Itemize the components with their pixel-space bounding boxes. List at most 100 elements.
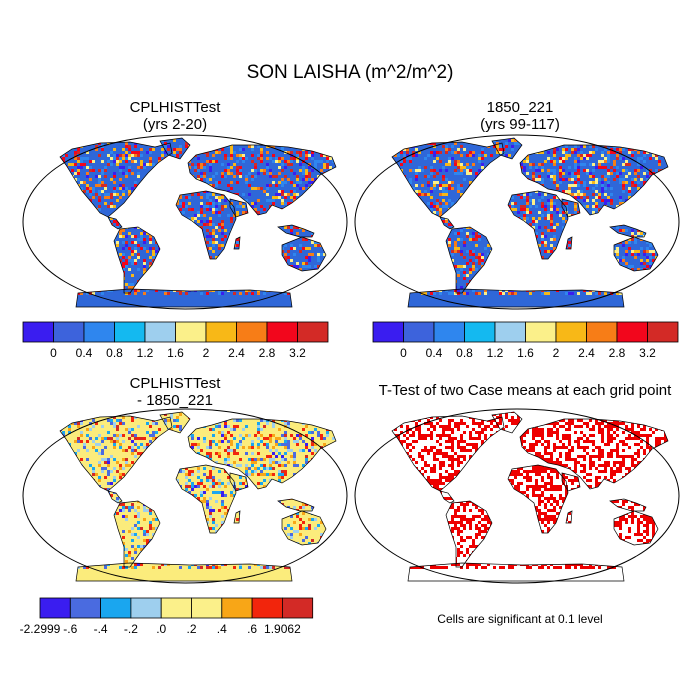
coastline-south-america (113, 500, 161, 568)
colorbar-tick-label: 1.6 (517, 346, 534, 360)
map-panel-1 (22, 134, 348, 310)
colorbar-swatch (221, 597, 253, 619)
coastline-antarctica (407, 562, 625, 582)
colorbar-tick-label: -.6 (63, 622, 77, 636)
coastline-madagascar (565, 510, 573, 524)
coastline-central-america (439, 490, 455, 504)
colorbar-panel-2: 0 0.4 0.8 1.2 1.6 2 2.4 2.8 3.2 (372, 321, 679, 360)
colorbar-tick-label: .0 (156, 622, 166, 636)
coastline-eurasia (187, 144, 337, 216)
coastline-eurasia (187, 418, 337, 490)
map-border (354, 134, 680, 310)
colorbar-tick-label: 2.4 (578, 346, 595, 360)
coastline-australia (281, 510, 327, 546)
coastline-africa (507, 464, 569, 534)
panel-1-title: CPLHISTTest (yrs 2-20) (60, 99, 290, 133)
coastline-africa (175, 190, 237, 260)
coastline-arabia (229, 198, 249, 218)
map-border (22, 134, 348, 310)
coastline-north-america (59, 415, 173, 492)
colorbar-tick-label: -2.2999 (20, 622, 61, 636)
colorbar-tick-label: 3.2 (639, 346, 656, 360)
colorbar-tick-label: .4 (217, 622, 227, 636)
colorbar-tick-label: 1.9062 (264, 622, 301, 636)
colorbar-swatch (464, 321, 496, 343)
significance-footnote: Cells are significant at 0.1 level (437, 612, 603, 626)
panel-2-title-line1: 1850_221 (486, 99, 554, 116)
map-panel-4 (354, 408, 680, 584)
colorbar-tick-label: 0 (400, 346, 407, 360)
coastline-antarctica (75, 562, 293, 582)
main-title: SON LAISHA (m^2/m^2) (246, 62, 454, 83)
coastline-indonesia (609, 498, 647, 512)
colorbar-tick-label: 2 (203, 346, 210, 360)
panel-3-title-line1: CPLHISTTest (129, 375, 221, 392)
panel-1-title-line2: (yrs 2-20) (142, 116, 208, 133)
coastline-indonesia (277, 224, 315, 238)
coastline-africa (507, 190, 569, 260)
colorbar-swatch (205, 321, 237, 343)
colorbar-tick-label: 1.2 (487, 346, 504, 360)
coastline-greenland (491, 137, 523, 160)
coastline-eurasia (519, 144, 669, 216)
coastline-madagascar (565, 236, 573, 250)
colorbar-swatch (494, 321, 526, 343)
colorbar-tick-label: 0.4 (426, 346, 443, 360)
colorbar-tick-label: 0.8 (106, 346, 123, 360)
colorbar-tick-label: -.2 (124, 622, 138, 636)
map-panel-3 (22, 408, 348, 584)
colorbar-swatch (647, 321, 679, 343)
panel-3-title: CPLHISTTest - 1850_221 (60, 375, 290, 409)
colorbar-swatch (53, 321, 85, 343)
colorbar-tick-label: 0 (50, 346, 57, 360)
coastline-north-america (59, 141, 173, 218)
coastline-indonesia (277, 498, 315, 512)
coastline-africa (175, 464, 237, 534)
colorbar-tick-label: -.4 (94, 622, 108, 636)
coastline-central-america (107, 216, 123, 230)
coastline-australia (281, 236, 327, 272)
colorbar-swatch (69, 597, 101, 619)
panel-4-title-line1: T-Test of two Case means at each grid po… (378, 382, 672, 399)
colorbar-swatch (175, 321, 207, 343)
colorbar-tick-label: 2 (553, 346, 560, 360)
colorbar-swatch (616, 321, 648, 343)
colorbar-panel-1: 0 0.4 0.8 1.2 1.6 2 2.4 2.8 3.2 (22, 321, 329, 360)
colorbar-swatch (586, 321, 618, 343)
panel-2-title: 1850_221 (yrs 99-117) (405, 99, 635, 133)
colorbar-swatch (83, 321, 115, 343)
colorbar-tick-label: 0.8 (456, 346, 473, 360)
colorbar-swatch (266, 321, 298, 343)
colorbar-swatch (39, 597, 71, 619)
coastline-madagascar (233, 510, 241, 524)
coastline-eurasia (519, 418, 669, 490)
colorbar-swatch (236, 321, 268, 343)
colorbar-swatch (403, 321, 435, 343)
colorbar-swatch (251, 597, 283, 619)
panel-4-title: T-Test of two Case means at each grid po… (360, 382, 690, 399)
colorbar-swatch (555, 321, 587, 343)
colorbar-tick-label: 1.2 (137, 346, 154, 360)
coastline-north-america (391, 141, 505, 218)
panel-2-title-line2: (yrs 99-117) (480, 116, 560, 133)
coastline-south-america (445, 500, 493, 568)
colorbar-tick-label: 3.2 (289, 346, 306, 360)
map-border (354, 408, 680, 584)
colorbar-swatch (160, 597, 192, 619)
colorbar-swatch (433, 321, 465, 343)
coastline-greenland (491, 411, 523, 434)
colorbar-swatch (281, 597, 314, 619)
panel-3-title-line2: - 1850_221 (137, 392, 213, 409)
coastline-arabia (229, 472, 249, 492)
coastline-south-america (113, 226, 161, 294)
coastline-antarctica (407, 288, 625, 308)
colorbar-swatch (100, 597, 132, 619)
coastline-north-america (391, 415, 505, 492)
colorbar-swatch (22, 321, 54, 343)
colorbar-swatch (297, 321, 329, 343)
colorbar-tick-label: .2 (186, 622, 196, 636)
colorbar-tick-label: 2.8 (259, 346, 276, 360)
coastline-australia (613, 510, 659, 546)
coastline-australia (613, 236, 659, 272)
coastline-greenland (159, 411, 191, 434)
